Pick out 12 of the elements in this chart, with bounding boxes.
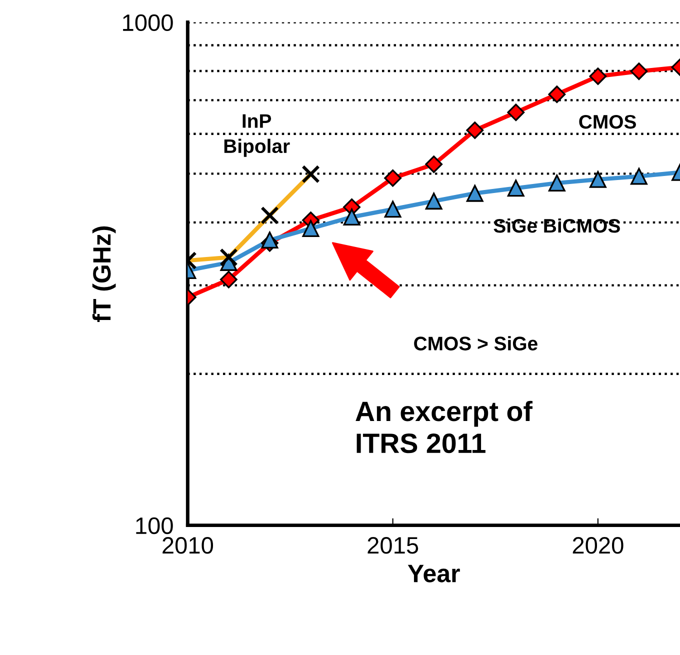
x-axis-title: Year: [408, 564, 460, 582]
x-tick-label: 2020: [572, 537, 624, 554]
annotation: An excerpt of ITRS 2011: [356, 400, 532, 454]
y-tick-label: 1000: [123, 14, 173, 32]
annotation: CMOS > SiGe: [414, 336, 538, 350]
series-label: SiGe BiCMOS: [494, 218, 620, 233]
x-tick-label: 2010: [162, 537, 214, 554]
y-axis-title: fT (GHz): [92, 226, 116, 322]
series-label: CMOS: [579, 114, 636, 129]
series-label: InP Bipolar: [224, 114, 290, 157]
x-tick-label: 2015: [368, 537, 418, 554]
y-tick-label: 100: [136, 517, 173, 534]
